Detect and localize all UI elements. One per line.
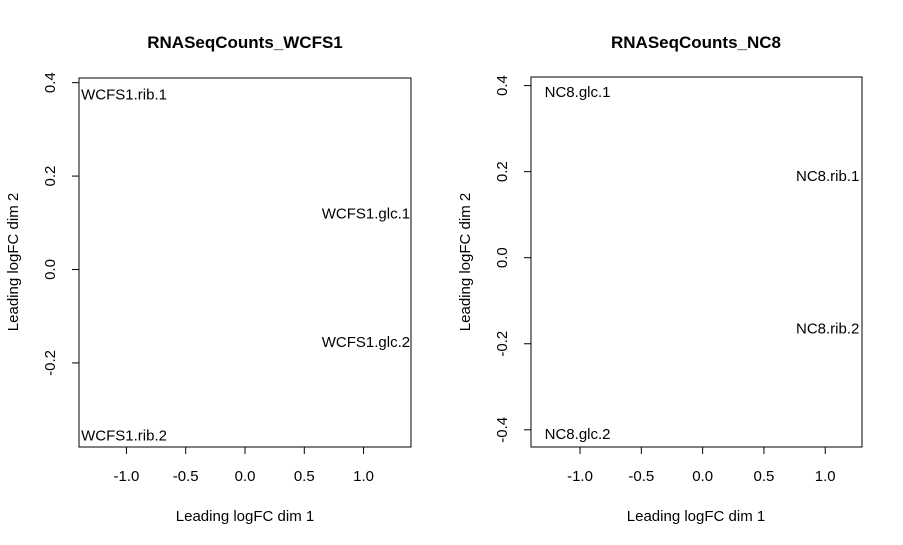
x-tick-label: 0.5 [294, 468, 315, 485]
point-labels: WCFS1.rib.1 WCFS1.glc.1 WCFS1.glc.2 WCFS1.r… [81, 86, 410, 444]
panel-nc8: RNASeqCounts_NC8 -1.0 -0.5 0.0 0.5 1.0 -0.4-… [457, 33, 863, 525]
y-tick-label: -0.4 [494, 417, 511, 443]
y-tick-label: 0.0 [42, 259, 59, 280]
y-axis: -0.2 0.0 0.2 0.4 [42, 72, 80, 376]
x-axis: -1.0 -0.5 0.0 0.5 1.0 [113, 446, 374, 485]
y-tick-label: -0.2 [494, 331, 511, 357]
y-axis: -0.4 -0.2 0.0 0.2 0.4 [494, 75, 532, 443]
y-tick-label: 0.2 [494, 161, 511, 182]
point-label: WCFS1.rib.2 [81, 427, 167, 444]
chart-title: RNASeqCounts_WCFS1 [147, 33, 343, 52]
point-label: WCFS1.glc.1 [322, 205, 410, 222]
x-tick-label: 1.0 [815, 468, 836, 485]
x-tick-label: -1.0 [567, 468, 593, 485]
panel-wcfs1: RNASeqCounts_WCFS1 -1.0 -0.5 0.0 0.5 1.0 -0.… [5, 33, 412, 525]
x-tick-label: -0.5 [173, 468, 199, 485]
x-tick-label: 0.0 [235, 468, 256, 485]
x-axis-label: Leading logFC dim 1 [627, 508, 765, 525]
x-tick-label: 0.0 [692, 468, 713, 485]
x-tick-label: 1.0 [353, 468, 374, 485]
plot-frame [530, 76, 863, 448]
y-axis-label: Leading logFC dim 2 [5, 193, 22, 331]
point-label: NC8.rib.1 [796, 168, 859, 185]
x-axis: -1.0 -0.5 0.0 0.5 1.0 [567, 446, 836, 485]
y-tick-label: 0.2 [42, 166, 59, 187]
point-label: NC8.glc.1 [545, 84, 611, 101]
x-tick-label: 0.5 [753, 468, 774, 485]
point-label: WCFS1.glc.2 [322, 334, 410, 351]
x-tick-label: -1.0 [113, 468, 139, 485]
x-axis-label: Leading logFC dim 1 [176, 508, 314, 525]
chart-title: RNASeqCounts_NC8 [611, 33, 781, 52]
y-tick-label: 0.4 [42, 72, 59, 93]
plot-frame [78, 77, 412, 448]
y-tick-label: -0.2 [42, 350, 59, 376]
point-labels: NC8.glc.1 NC8.rib.1 NC8.rib.2 NC8.glc.2 [545, 84, 860, 443]
y-axis-label: Leading logFC dim 2 [457, 193, 474, 331]
point-label: NC8.glc.2 [545, 426, 611, 443]
point-label: WCFS1.rib.1 [81, 86, 167, 103]
y-tick-label: 0.0 [494, 247, 511, 268]
point-label: NC8.rib.2 [796, 321, 859, 338]
x-tick-label: -0.5 [628, 468, 654, 485]
y-tick-label: 0.4 [494, 75, 511, 96]
